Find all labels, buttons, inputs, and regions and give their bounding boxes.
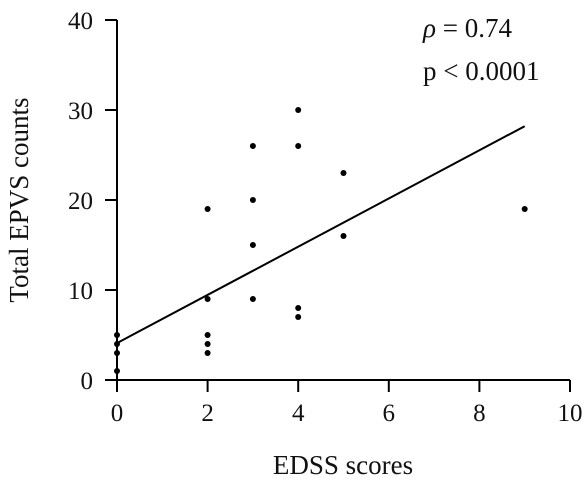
x-tick-label: 10 (558, 400, 583, 427)
data-point (114, 332, 120, 338)
p-value-annotation: p < 0.0001 (423, 56, 539, 86)
regression-line (116, 125, 526, 344)
x-tick-label: 0 (111, 400, 124, 427)
x-axis-title: EDSS scores (273, 450, 413, 480)
y-axis: 0 10 20 30 40 Total EPVS counts (4, 8, 118, 395)
data-point (295, 143, 302, 149)
data-point (340, 170, 347, 176)
data-point (249, 242, 256, 248)
data-point (114, 341, 120, 347)
data-point (204, 350, 211, 356)
y-tick-label: 20 (68, 188, 93, 215)
x-tick-label: 8 (473, 400, 486, 427)
data-points (114, 107, 528, 374)
data-point (114, 350, 120, 356)
data-point (204, 296, 211, 302)
y-tick-label: 30 (68, 98, 93, 125)
data-point (295, 107, 302, 113)
x-axis: 0 2 4 6 8 10 EDSS scores (111, 379, 583, 480)
data-point (521, 206, 528, 212)
data-point (204, 341, 211, 347)
y-tick-label: 10 (68, 278, 93, 305)
data-point (249, 296, 256, 302)
data-point (204, 332, 211, 338)
rho-annotation: ρ = 0.74 (422, 13, 512, 43)
y-tick-label: 40 (68, 8, 93, 35)
data-point (249, 143, 256, 149)
data-point (295, 314, 302, 320)
y-tick-label: 0 (81, 368, 94, 395)
data-point (295, 305, 302, 311)
y-axis-title: Total EPVS counts (4, 97, 34, 302)
data-point (249, 197, 256, 203)
x-tick-label: 2 (201, 400, 214, 427)
x-tick-label: 4 (292, 400, 305, 427)
statistics-annotation: ρ = 0.74 p < 0.0001 (422, 13, 539, 86)
data-point (204, 206, 211, 212)
data-point (340, 233, 347, 239)
x-tick-label: 6 (383, 400, 396, 427)
data-point (114, 368, 120, 374)
